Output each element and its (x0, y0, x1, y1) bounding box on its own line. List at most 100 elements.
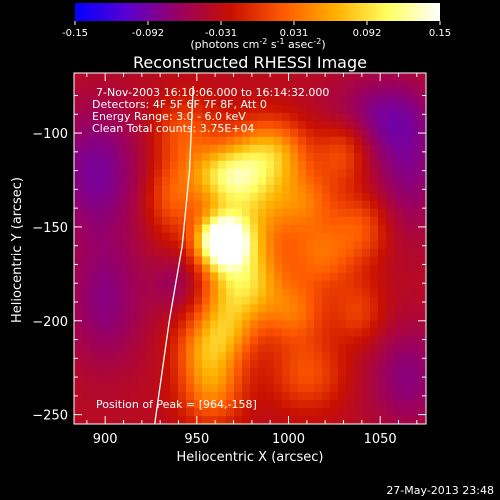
heatmap-cell (314, 392, 323, 401)
heatmap-cell (266, 232, 275, 242)
heatmap-cell (290, 176, 299, 186)
heatmap-cell (98, 336, 107, 345)
heatmap-cell (282, 312, 291, 321)
heatmap-cell (202, 272, 211, 282)
heatmap-cell (418, 216, 426, 226)
x-tick-label: 1050 (364, 432, 397, 447)
heatmap-cell (194, 152, 203, 162)
heatmap-cell (370, 304, 379, 313)
heatmap-cell (170, 272, 179, 282)
heatmap-cell (378, 416, 387, 424)
colorbar-tick-label: -0.092 (132, 28, 164, 39)
heatmap-cell (418, 176, 426, 186)
heatmap-cell (274, 168, 283, 178)
heatmap-cell (82, 168, 91, 178)
heatmap-cell (306, 384, 315, 393)
heatmap-cell (74, 304, 83, 313)
heatmap-cell (114, 73, 123, 82)
heatmap-cell (410, 304, 419, 313)
heatmap-cell (386, 400, 395, 409)
heatmap-cell (218, 328, 227, 337)
heatmap-cell (418, 272, 426, 282)
heatmap-cell (234, 296, 243, 305)
heatmap-cell (130, 392, 139, 401)
heatmap-cell (170, 256, 179, 266)
heatmap-cell (258, 256, 267, 266)
heatmap-cell (178, 336, 187, 345)
heatmap-cell (370, 73, 379, 82)
heatmap-cell (242, 376, 251, 385)
heatmap-cell (378, 208, 387, 218)
heatmap-cell (106, 416, 115, 424)
heatmap-cell (402, 336, 411, 345)
heatmap-cell (146, 280, 155, 289)
heatmap-cell (154, 336, 163, 345)
heatmap-cell (226, 248, 235, 258)
heatmap-cell (346, 360, 355, 369)
heatmap-cell (74, 112, 83, 122)
heatmap-cell (234, 144, 243, 154)
heatmap-cell (194, 232, 203, 242)
heatmap-cell (370, 416, 379, 424)
heatmap-cell (98, 296, 107, 305)
heatmap-cell (386, 120, 395, 130)
heatmap-cell (90, 144, 99, 154)
heatmap-cell (234, 408, 243, 417)
heatmap-cell (210, 328, 219, 337)
heatmap-cell (178, 96, 187, 106)
heatmap-cell (82, 224, 91, 234)
heatmap-cell (322, 144, 331, 154)
heatmap-cell (370, 288, 379, 297)
heatmap-cell (314, 360, 323, 369)
heatmap-cell (402, 104, 411, 114)
heatmap-cell (274, 88, 283, 98)
heatmap-cell (346, 416, 355, 424)
heatmap-cell (402, 80, 411, 90)
heatmap-cell (234, 80, 243, 90)
heatmap-cell (178, 73, 187, 82)
heatmap-cell (274, 336, 283, 345)
heatmap-cell (130, 384, 139, 393)
heatmap-cell (322, 264, 331, 274)
heatmap-cell (242, 184, 251, 194)
heatmap-cell (234, 400, 243, 409)
heatmap-cell (354, 336, 363, 345)
heatmap-cell (378, 192, 387, 202)
heatmap-cell (322, 312, 331, 321)
heatmap-cell (258, 384, 267, 393)
heatmap-cell (338, 184, 347, 194)
heatmap-cell (114, 176, 123, 186)
heatmap-cell (314, 120, 323, 130)
heatmap-cell (178, 264, 187, 274)
heatmap-cell (210, 400, 219, 409)
heatmap-cell (338, 200, 347, 210)
heatmap-cell (146, 120, 155, 130)
heatmap-cell (162, 152, 171, 162)
heatmap-cell (354, 128, 363, 138)
heatmap-cell (138, 336, 147, 345)
heatmap-cell (314, 168, 323, 178)
heatmap-cell (314, 144, 323, 154)
heatmap-cell (82, 264, 91, 274)
heatmap-cell (74, 312, 83, 321)
heatmap-cell (266, 288, 275, 297)
heatmap-cell (146, 168, 155, 178)
heatmap-cell (146, 200, 155, 210)
heatmap-cell (178, 224, 187, 234)
heatmap-cell (266, 368, 275, 377)
heatmap-cell (322, 216, 331, 226)
heatmap-cell (266, 304, 275, 313)
heatmap-cell (418, 288, 426, 297)
heatmap-cell (354, 88, 363, 98)
heatmap-cell (218, 336, 227, 345)
heatmap-cell (138, 112, 147, 122)
heatmap-cell (402, 88, 411, 98)
heatmap-cell (386, 88, 395, 98)
heatmap-cell (354, 368, 363, 377)
heatmap-cell (138, 296, 147, 305)
heatmap-cell (338, 168, 347, 178)
heatmap-cell (106, 264, 115, 274)
heatmap-cell (402, 128, 411, 138)
heatmap-cell (306, 352, 315, 361)
heatmap-cell (106, 224, 115, 234)
